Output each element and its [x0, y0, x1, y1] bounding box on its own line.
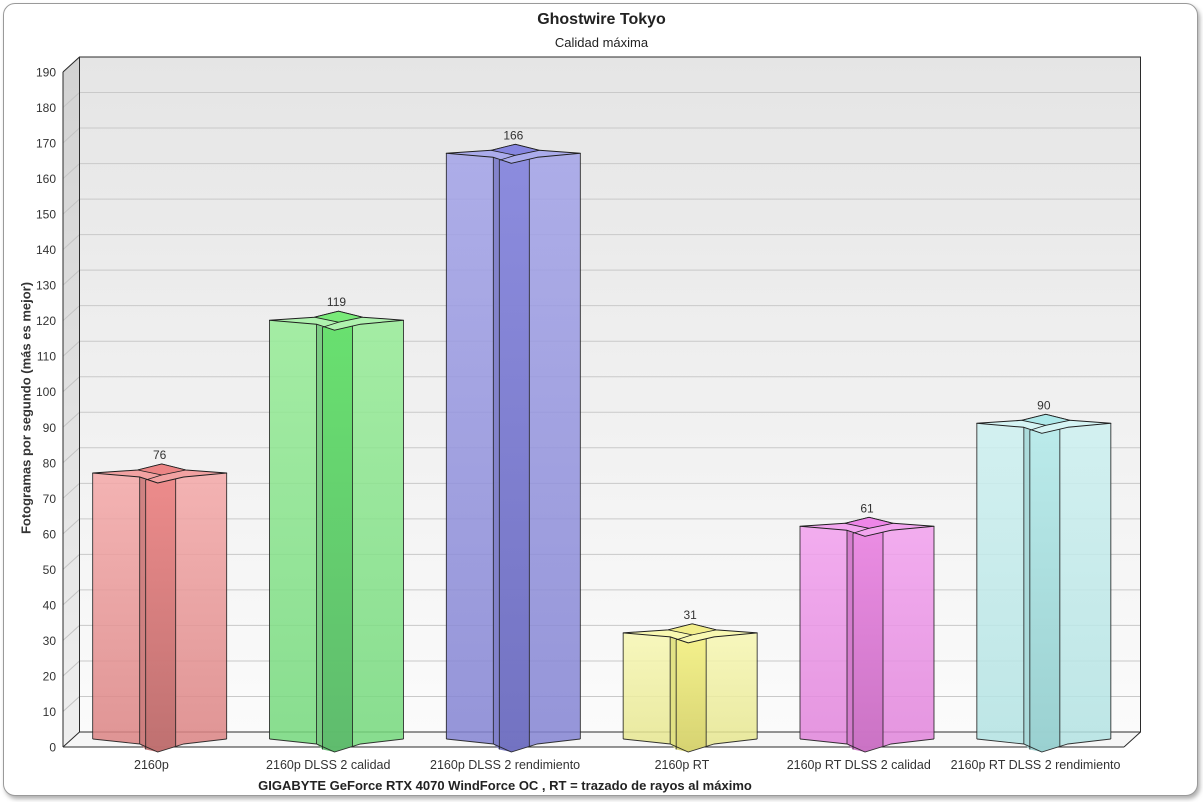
- svg-text:80: 80: [43, 456, 57, 470]
- bar-column: [499, 158, 530, 753]
- y-tick-labels: 0 10 20 30 40 50 60 70 80 90 100 110 120 130 140 150 160…: [36, 66, 56, 755]
- bar-column: [853, 531, 883, 752]
- bar-4: 61: [799, 501, 935, 753]
- svg-text:120: 120: [36, 314, 56, 328]
- y-axis-title: Fotogramas por segundo (más es mejor): [18, 281, 34, 535]
- svg-text:70: 70: [43, 492, 57, 506]
- svg-text:10: 10: [43, 705, 57, 719]
- svg-text:90: 90: [43, 421, 57, 435]
- category-label: 2160p RT DLSS 2 rendimiento: [951, 758, 1121, 772]
- bar-value-label: 90: [1037, 398, 1051, 412]
- bar-strip: [316, 324, 323, 750]
- bar-top-notch: [667, 623, 717, 636]
- svg-text:50: 50: [43, 563, 57, 577]
- svg-text:170: 170: [36, 137, 56, 151]
- bar-top-notch: [314, 310, 363, 323]
- category-label: 2160p RT DLSS 2 calidad: [787, 758, 931, 772]
- category-label: 2160p DLSS 2 calidad: [266, 758, 390, 772]
- axis-frame: [62, 56, 1141, 748]
- bar-strip: [493, 157, 500, 750]
- x-category-labels: 2160p 2160p DLSS 2 calidad 2160p DLSS 2 re…: [134, 758, 1120, 772]
- bar-column: [676, 637, 707, 752]
- left-wall: [63, 57, 80, 747]
- chart-title: Ghostwire Tokyo: [537, 11, 666, 28]
- bar-value-label: 119: [327, 295, 346, 309]
- svg-text:180: 180: [36, 101, 56, 115]
- bar-value-label: 61: [860, 501, 874, 515]
- svg-text:150: 150: [36, 208, 56, 222]
- svg-text:30: 30: [43, 634, 57, 648]
- back-wall: [79, 57, 1141, 732]
- bar-top-notch: [490, 143, 540, 156]
- bar-column: [1029, 428, 1060, 752]
- category-label: 2160p RT: [655, 758, 710, 772]
- bar-0: 76: [92, 448, 228, 753]
- svg-text:130: 130: [36, 279, 56, 293]
- bar-strip: [847, 530, 853, 750]
- svg-text:40: 40: [43, 598, 57, 612]
- svg-text:110: 110: [37, 350, 56, 364]
- svg-text:20: 20: [43, 669, 57, 683]
- chart-subtitle: Calidad máxima: [554, 35, 649, 50]
- bar-value-label: 166: [503, 128, 523, 142]
- bar-strip: [670, 636, 677, 750]
- bar-strip: [139, 477, 146, 750]
- bar-column: [322, 325, 353, 752]
- bar-top-notch: [1021, 413, 1071, 426]
- bar-top-notch: [844, 516, 894, 529]
- svg-text:160: 160: [36, 172, 56, 186]
- svg-text:0: 0: [49, 741, 56, 755]
- bar-column: [145, 478, 176, 752]
- bar-value-label: 76: [153, 448, 167, 462]
- bar-strip: [1023, 427, 1030, 750]
- category-label: 2160p: [134, 758, 169, 772]
- bar-2: 166: [445, 128, 581, 753]
- bar-1: 119: [269, 295, 404, 753]
- svg-text:190: 190: [36, 66, 56, 80]
- bar-3: 31: [622, 608, 758, 753]
- bar-5: 90: [976, 398, 1112, 753]
- category-label: 2160p DLSS 2 rendimiento: [430, 758, 580, 772]
- grid-lines: [79, 56, 1141, 697]
- x-axis-title: GIGABYTE GeForce RTX 4070 WindForce OC ,…: [258, 778, 752, 793]
- svg-text:60: 60: [43, 527, 57, 541]
- bar-top-notch: [137, 463, 187, 476]
- bar-value-label: 31: [683, 608, 697, 622]
- svg-text:100: 100: [36, 385, 56, 399]
- svg-text:140: 140: [36, 243, 56, 257]
